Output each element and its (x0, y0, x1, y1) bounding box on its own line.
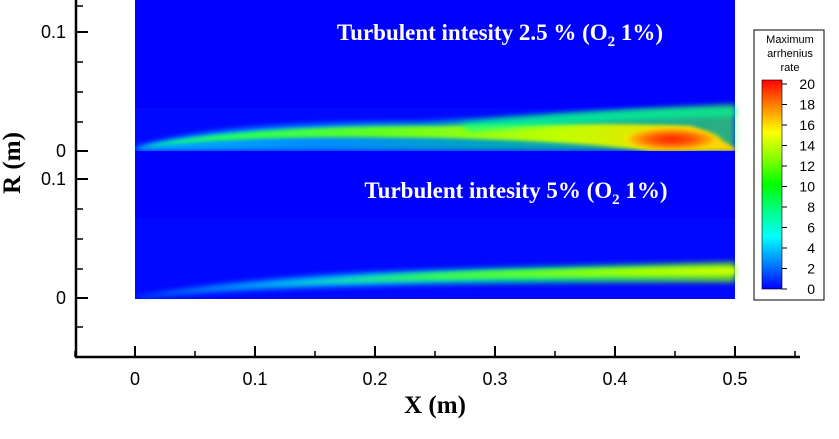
colorbar-tick-label: 16 (799, 117, 815, 133)
top-plume-branch (460, 108, 735, 132)
colorbar-tick-label: 10 (799, 179, 815, 195)
colorbar-title-line-1: Maximum (766, 34, 814, 46)
colorbar-title-line-2: arrhenius (767, 48, 813, 60)
x-tick-label: 0.1 (242, 369, 267, 389)
top-panel (135, 0, 735, 151)
y-tick-label: 0.1 (41, 22, 66, 42)
y-tick-label: 0 (56, 141, 66, 161)
colorbar-gradient (761, 79, 783, 290)
bottom-plume-core (240, 267, 735, 288)
colorbar-title-line-3: rate (781, 62, 800, 74)
x-tick-label: 0.3 (482, 369, 507, 389)
colorbar-tick-label: 8 (807, 199, 815, 215)
top-panel-title: Turbulent intesity 2.5 % (O2 1%) (337, 20, 663, 50)
colorbar-tick-label: 18 (799, 97, 815, 113)
colorbar-tick-label: 14 (799, 138, 815, 154)
colorbar-tick-label: 6 (807, 220, 815, 236)
y-axis-label: R (m) (0, 132, 26, 194)
bottom-panel-title: Turbulent intesity 5% (O2 1%) (364, 178, 667, 208)
top-plume-core (140, 123, 735, 151)
colorbar-tick-label: 2 (807, 261, 815, 277)
colorbar-tick-label: 20 (799, 76, 815, 92)
y-ticks: 0.1 0 0.1 0 (41, 5, 88, 328)
colorbar-tick-label: 0 (807, 281, 815, 297)
bottom-panel (135, 151, 735, 299)
x-ticks: 0 0.1 0.2 0.3 0.4 0.5 (74, 346, 796, 389)
x-tick-label: 0.5 (722, 369, 747, 389)
colorbar-tick-label: 12 (799, 158, 815, 174)
colorbar-tick-label: 4 (807, 240, 815, 256)
top-hot-spot (620, 125, 724, 151)
x-axis-label: X (m) (404, 392, 466, 419)
x-tick-label: 0.4 (602, 369, 627, 389)
y-tick-label: 0 (56, 288, 66, 308)
y-tick-label: 0.1 (41, 169, 66, 189)
x-tick-label: 0.2 (362, 369, 387, 389)
x-tick-label: 0 (130, 369, 140, 389)
